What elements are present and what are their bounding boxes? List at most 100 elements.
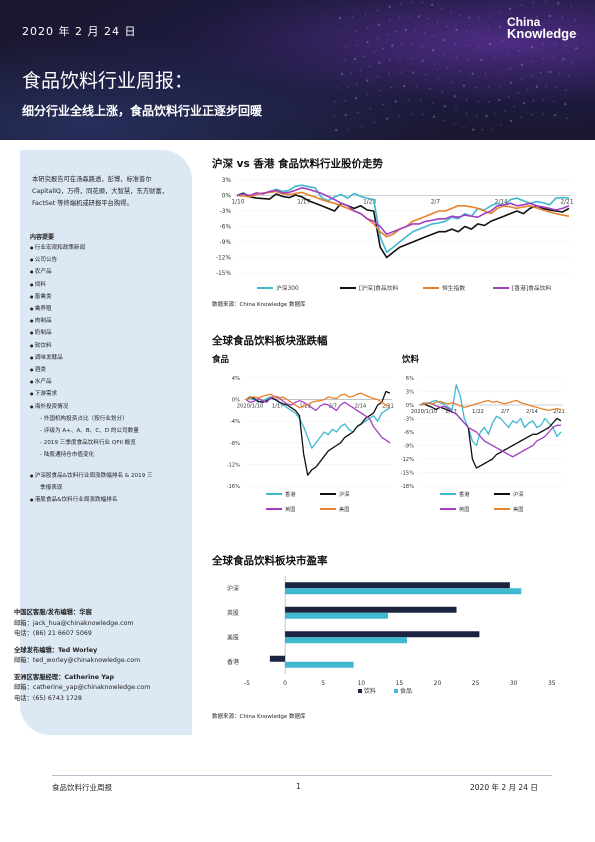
header-dot xyxy=(421,1,423,4)
header-dot xyxy=(520,116,522,118)
y-tick-label: -8% xyxy=(230,441,240,447)
header-dot xyxy=(532,60,534,62)
header-dot xyxy=(366,79,369,82)
legend-label: [沪深]食品饮料 xyxy=(359,284,399,292)
category-label: 美股 xyxy=(227,633,239,641)
contents-subitem: - 评级为 A+、A、B、C、D 的公司数量 xyxy=(30,425,188,437)
header-dot xyxy=(477,100,479,103)
y-tick-label: 0% xyxy=(222,194,232,200)
drink-chart-title: 饮料 xyxy=(402,355,420,365)
header-dot xyxy=(432,115,436,118)
header-dot xyxy=(557,2,560,5)
y-tick-label: 4% xyxy=(232,376,240,382)
data-source-note: 数据来源：China Knowledge 数据库 xyxy=(212,302,306,308)
logo-line-2: Knowledge xyxy=(507,26,577,41)
header-dot xyxy=(410,113,413,115)
header-dot xyxy=(345,45,347,47)
header-dot xyxy=(561,16,564,18)
header-dot xyxy=(443,119,446,122)
y-tick-label: -9% xyxy=(404,444,414,450)
header-dot xyxy=(480,58,483,62)
header-dot xyxy=(333,115,335,117)
header-dot xyxy=(453,95,456,98)
dash-marker: - xyxy=(40,440,44,447)
header-dot xyxy=(522,101,525,105)
header-dot xyxy=(520,63,524,67)
header-dot xyxy=(369,65,371,68)
bullet-marker: ● xyxy=(30,257,35,263)
x-tick-label: 35 xyxy=(548,680,556,687)
header-dot xyxy=(508,96,510,98)
y-tick-label: -16% xyxy=(227,484,240,490)
header-dot xyxy=(404,28,407,32)
header-dot xyxy=(549,70,552,74)
header-dot xyxy=(407,99,410,101)
series-line xyxy=(419,399,562,412)
header-dot xyxy=(487,29,489,31)
header-dot xyxy=(455,28,458,31)
header-dot xyxy=(542,44,545,46)
header-dot xyxy=(488,101,490,103)
contents-subitem: - 陆股通持仓市值变化 xyxy=(30,449,188,461)
contents-text: 港股食品&饮料行业周涨跌幅排名 xyxy=(34,497,118,504)
header-dot xyxy=(465,44,467,47)
y-tick-label: -3% xyxy=(220,209,232,215)
header-dot xyxy=(532,100,535,102)
legend-label: 恒生指数 xyxy=(442,284,465,292)
contents-text: 下游需求 xyxy=(34,391,58,398)
header-dot xyxy=(527,32,529,34)
contents-item: ● 酒类 xyxy=(30,364,188,376)
header-dot xyxy=(532,2,535,4)
y-tick-label: -3% xyxy=(404,417,414,423)
header-dot xyxy=(508,7,512,11)
header-dot xyxy=(574,19,576,21)
legend-label: 沪深 xyxy=(513,490,523,498)
header-dot xyxy=(388,72,390,75)
header-dot-pattern xyxy=(333,1,578,132)
header-dot xyxy=(509,119,513,123)
header-dot xyxy=(338,16,342,20)
footer-page-number: 1 xyxy=(296,782,301,791)
header-dot xyxy=(504,110,506,112)
y-tick-label: 0% xyxy=(406,403,414,409)
header-dot xyxy=(565,89,567,91)
report-date: 2020 年 2 月 24 日 xyxy=(22,25,137,38)
section-title-global-change: 全球食品饮料板块涨跌幅 xyxy=(212,335,328,347)
contact-email[interactable]: 邮箱：ted_worley@chinaknowledge.com xyxy=(14,657,141,664)
header-dot xyxy=(344,100,346,102)
footer-date: 2020 年 2 月 24 日 xyxy=(470,783,538,792)
header-dot xyxy=(344,59,346,61)
contents-text: 禽养殖 xyxy=(34,306,52,313)
legend-label: 香港 xyxy=(285,490,296,498)
header-dot xyxy=(520,4,523,6)
contents-item: ● 行业宏观和政策新闻 xyxy=(30,242,188,254)
dash-marker: - xyxy=(40,452,44,459)
x-tick-label: 15 xyxy=(396,680,404,687)
header-dot xyxy=(463,126,465,129)
bullet-marker: ● xyxy=(30,497,35,503)
contact-email[interactable]: 邮箱：catherine_yap@chinaknowledge.com xyxy=(14,684,151,691)
header-dot xyxy=(399,57,401,59)
header-dot xyxy=(417,15,421,18)
header-dot xyxy=(472,128,475,131)
header-dot xyxy=(376,9,379,12)
header-dot xyxy=(502,40,504,42)
header-dot xyxy=(450,81,452,83)
contact-email[interactable]: 邮箱：jack_hua@chinaknowledge.com xyxy=(14,619,134,627)
series-line xyxy=(245,392,391,409)
food-chart-title: 食品 xyxy=(212,355,230,365)
header-dot xyxy=(377,75,379,78)
header-dot xyxy=(373,121,375,124)
header-dot xyxy=(553,114,557,117)
header-dot xyxy=(491,127,493,129)
y-tick-label: 3% xyxy=(222,178,232,184)
bullet-marker: ● xyxy=(30,379,35,385)
header-dot xyxy=(436,21,439,24)
header-dot xyxy=(471,72,474,75)
contents-item: ● 农产品 xyxy=(30,266,188,278)
header-dot xyxy=(422,113,424,116)
contents-text: 评级为 A+、A、B、C、D 的公司数量 xyxy=(43,428,139,435)
header-dot xyxy=(493,57,495,59)
bar xyxy=(285,606,457,613)
